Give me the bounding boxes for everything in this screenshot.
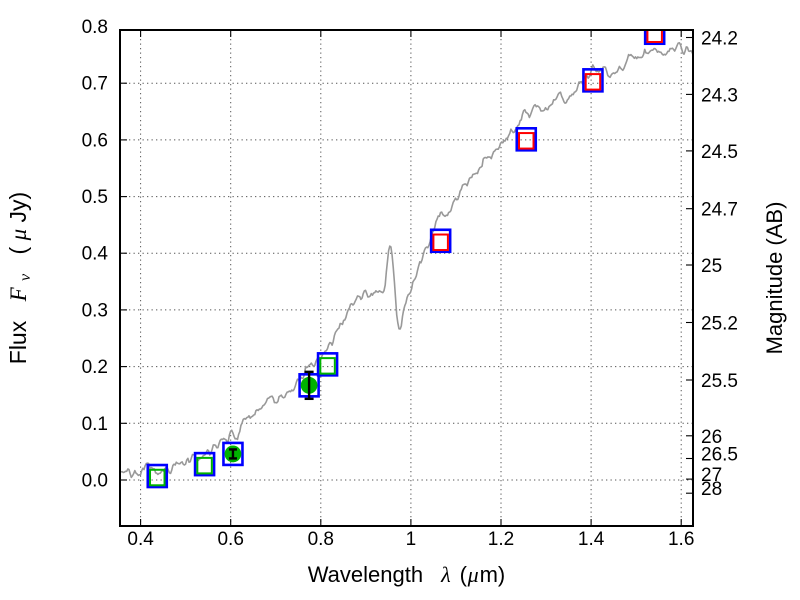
svg-text:0.4: 0.4 bbox=[127, 529, 154, 550]
svg-text:25: 25 bbox=[701, 256, 722, 277]
svg-text:0.3: 0.3 bbox=[82, 300, 108, 321]
svg-text:26.5: 26.5 bbox=[701, 445, 738, 466]
svg-text:24.3: 24.3 bbox=[701, 85, 738, 106]
svg-text:0.4: 0.4 bbox=[82, 244, 109, 265]
svg-text:25.2: 25.2 bbox=[701, 314, 738, 335]
svg-text:μ: μ bbox=[467, 562, 479, 587]
svg-text:0.8: 0.8 bbox=[82, 17, 108, 38]
svg-text:1.6: 1.6 bbox=[668, 529, 694, 550]
svg-text:0.2: 0.2 bbox=[82, 357, 108, 378]
svg-text:(: ( bbox=[460, 562, 468, 587]
svg-text:24.7: 24.7 bbox=[701, 200, 738, 221]
svg-text:Wavelength: Wavelength bbox=[308, 562, 423, 587]
svg-text:0.8: 0.8 bbox=[308, 529, 334, 550]
svg-text:λ: λ bbox=[440, 562, 451, 587]
svg-text:m): m) bbox=[480, 562, 506, 587]
svg-text:0.7: 0.7 bbox=[82, 74, 108, 95]
svg-text:24.2: 24.2 bbox=[701, 29, 738, 50]
svg-text:0.6: 0.6 bbox=[82, 130, 108, 151]
svg-text:0.6: 0.6 bbox=[217, 529, 243, 550]
svg-text:0.0: 0.0 bbox=[82, 471, 108, 492]
svg-text:1.4: 1.4 bbox=[578, 529, 605, 550]
svg-text:25.5: 25.5 bbox=[701, 371, 738, 392]
svg-text:0.5: 0.5 bbox=[82, 187, 108, 208]
svg-text:1.2: 1.2 bbox=[488, 529, 514, 550]
svg-text:1: 1 bbox=[406, 529, 417, 550]
svg-text:28: 28 bbox=[701, 479, 722, 500]
svg-text:Magnitude (AB): Magnitude (AB) bbox=[762, 202, 787, 355]
svg-text:24.5: 24.5 bbox=[701, 142, 738, 163]
svg-text:0.1: 0.1 bbox=[82, 414, 108, 435]
